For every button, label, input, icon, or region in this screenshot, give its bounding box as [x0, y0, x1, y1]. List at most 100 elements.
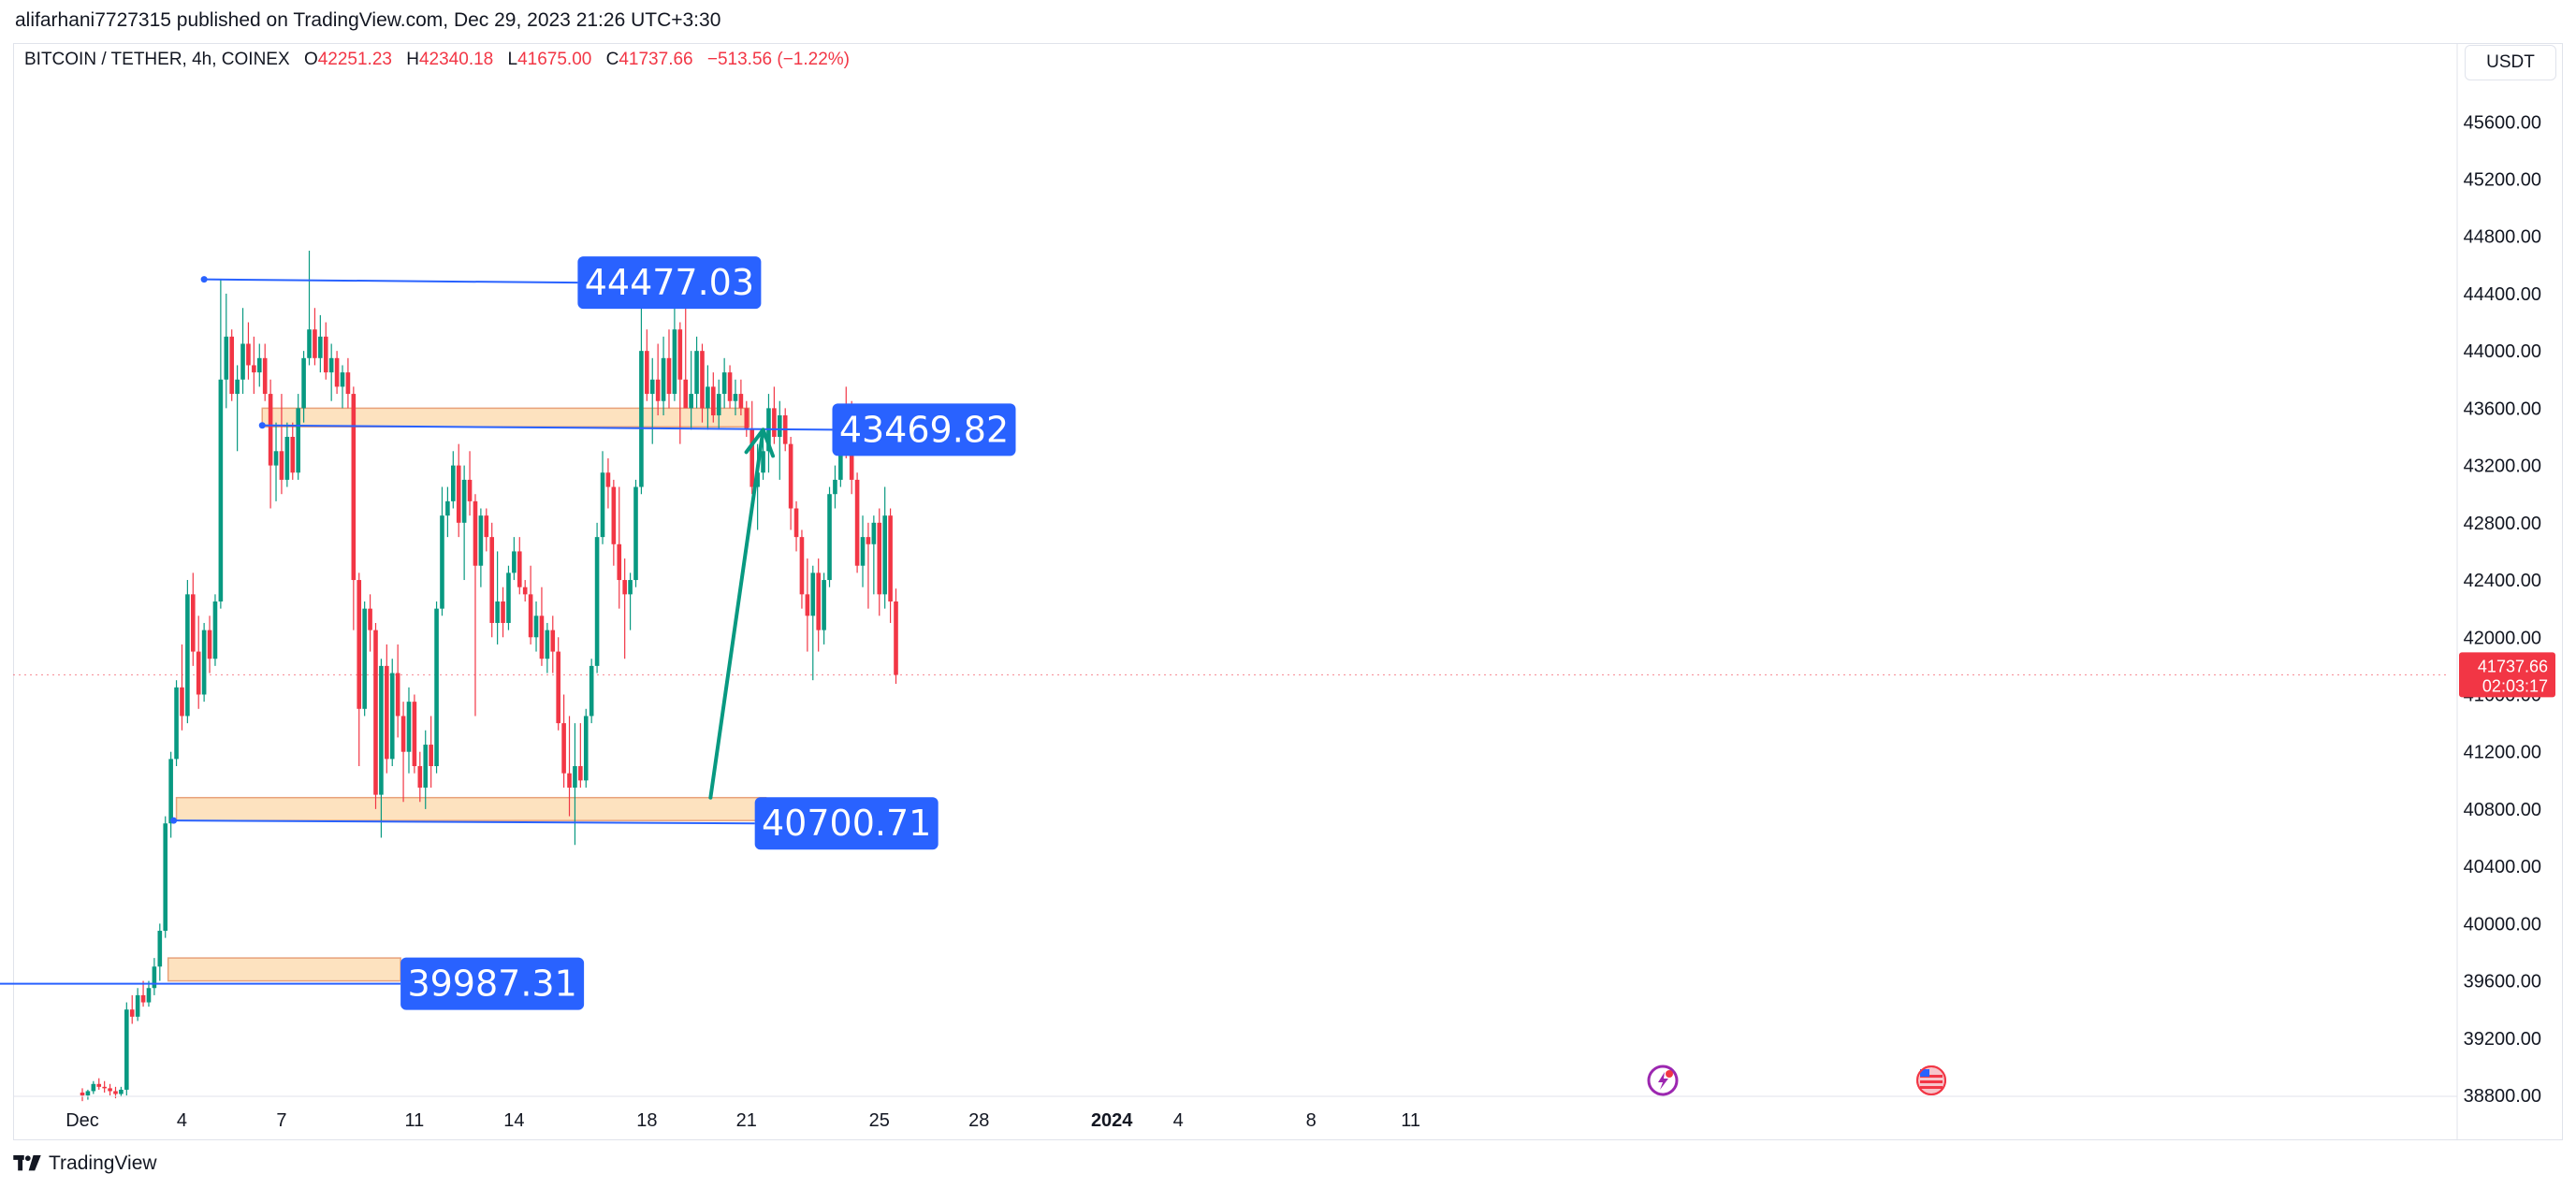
candle[interactable]: [129, 994, 135, 1024]
candle[interactable]: [672, 308, 677, 401]
candle[interactable]: [777, 400, 782, 480]
candle[interactable]: [561, 694, 566, 788]
candle[interactable]: [589, 659, 594, 724]
candle[interactable]: [611, 479, 617, 566]
candle[interactable]: [467, 451, 473, 516]
currency-button[interactable]: USDT: [2465, 45, 2556, 80]
candle[interactable]: [894, 588, 898, 685]
candle[interactable]: [605, 457, 611, 509]
candle[interactable]: [805, 558, 810, 652]
candle[interactable]: [362, 601, 367, 717]
candle[interactable]: [313, 308, 317, 366]
candle[interactable]: [328, 343, 334, 401]
candle[interactable]: [721, 357, 727, 409]
candle[interactable]: [152, 958, 157, 995]
candle[interactable]: [456, 443, 461, 538]
zone-rect[interactable]: [175, 796, 767, 821]
candle[interactable]: [860, 515, 866, 587]
candle[interactable]: [252, 336, 256, 395]
candle[interactable]: [345, 357, 351, 409]
candle[interactable]: [357, 572, 362, 767]
candle[interactable]: [108, 1083, 112, 1096]
candle[interactable]: [80, 1088, 85, 1102]
candle[interactable]: [140, 980, 146, 1007]
candle[interactable]: [445, 486, 450, 538]
candle[interactable]: [550, 616, 556, 674]
flash-event-icon[interactable]: [1647, 1065, 1679, 1096]
candle[interactable]: [268, 379, 273, 509]
candle[interactable]: [296, 394, 300, 480]
candle[interactable]: [882, 486, 887, 609]
candle[interactable]: [389, 659, 395, 767]
candle[interactable]: [512, 537, 517, 581]
candle[interactable]: [772, 386, 777, 444]
candle[interactable]: [196, 616, 201, 709]
candle[interactable]: [649, 357, 655, 444]
candle[interactable]: [727, 365, 733, 409]
symbol-title[interactable]: BITCOIN / TETHER, 4h, COINEX: [24, 50, 290, 69]
candle[interactable]: [229, 329, 235, 401]
candle[interactable]: [484, 508, 489, 552]
candle[interactable]: [573, 723, 577, 846]
candle[interactable]: [323, 322, 328, 380]
candle[interactable]: [677, 322, 683, 444]
level-label-mid[interactable]: 43469.82: [832, 403, 1016, 456]
candle[interactable]: [246, 322, 251, 380]
candle[interactable]: [744, 400, 750, 437]
level-line-support[interactable]: [173, 819, 755, 825]
candle[interactable]: [224, 293, 229, 409]
candle[interactable]: [489, 522, 495, 638]
candle[interactable]: [766, 394, 771, 473]
candle[interactable]: [279, 394, 284, 495]
candle[interactable]: [578, 723, 583, 788]
level-label-top[interactable]: 44477.03: [577, 256, 762, 310]
candle[interactable]: [284, 422, 290, 487]
level-anchor-point[interactable]: [170, 817, 178, 824]
candle[interactable]: [318, 314, 323, 373]
candle[interactable]: [478, 508, 484, 587]
candle[interactable]: [866, 522, 871, 609]
candle[interactable]: [871, 515, 877, 595]
candle[interactable]: [689, 351, 693, 430]
candle[interactable]: [235, 365, 240, 452]
candle[interactable]: [423, 730, 429, 809]
candle[interactable]: [793, 500, 799, 552]
candle[interactable]: [827, 486, 832, 587]
candle[interactable]: [788, 436, 793, 530]
candle[interactable]: [683, 293, 689, 409]
candle[interactable]: [163, 816, 168, 938]
candle[interactable]: [501, 587, 505, 638]
footer-logo[interactable]: TradingView: [13, 1152, 157, 1175]
level-anchor-point[interactable]: [258, 422, 266, 429]
candle[interactable]: [406, 687, 412, 774]
candle[interactable]: [96, 1078, 102, 1090]
candle[interactable]: [877, 508, 882, 616]
candle[interactable]: [395, 644, 400, 738]
candle[interactable]: [146, 980, 152, 1007]
candle[interactable]: [429, 716, 433, 788]
candle[interactable]: [799, 529, 805, 609]
us-economic-event-icon[interactable]: [1916, 1065, 1946, 1095]
candle[interactable]: [385, 644, 389, 774]
candle[interactable]: [661, 336, 666, 416]
candle[interactable]: [273, 422, 279, 501]
candle[interactable]: [810, 565, 816, 681]
candle[interactable]: [833, 465, 837, 509]
candle[interactable]: [639, 308, 644, 495]
candle[interactable]: [711, 372, 716, 423]
candle[interactable]: [528, 565, 533, 645]
candle[interactable]: [191, 572, 196, 666]
candle[interactable]: [539, 587, 545, 666]
level-label-low[interactable]: 39987.31: [400, 957, 585, 1010]
candle[interactable]: [700, 343, 705, 423]
candle[interactable]: [495, 551, 500, 645]
candle[interactable]: [373, 622, 378, 809]
candle[interactable]: [351, 386, 357, 630]
candle[interactable]: [822, 572, 826, 645]
candle[interactable]: [888, 508, 893, 623]
candle[interactable]: [91, 1080, 96, 1094]
candle[interactable]: [738, 379, 744, 416]
candle[interactable]: [473, 494, 478, 717]
candle[interactable]: [556, 637, 560, 731]
